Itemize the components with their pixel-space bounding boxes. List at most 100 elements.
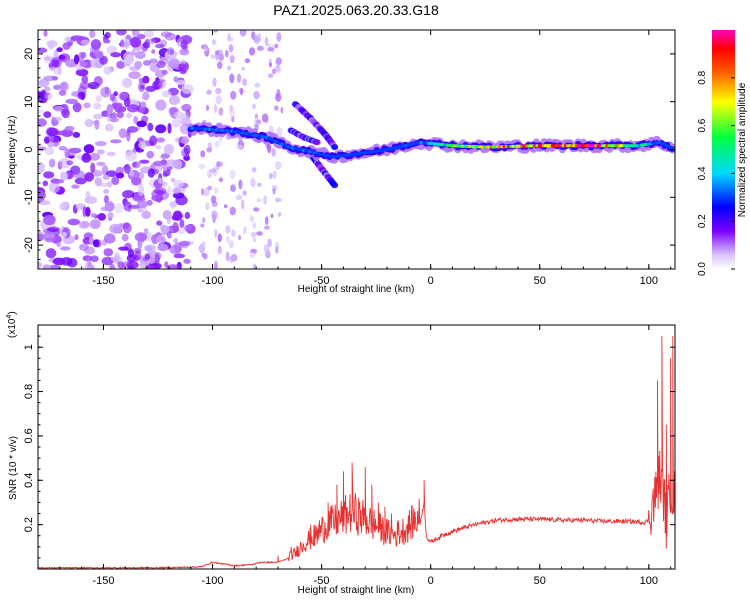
noise-blob [53,84,62,91]
noise-blob [84,172,94,182]
noise-blob [180,39,188,50]
noise-blob [81,154,92,163]
noise-blob [73,54,80,65]
noise-blob [46,40,58,48]
noise-blob [166,264,180,269]
noise-blob [239,30,247,37]
branch-blob [313,139,321,146]
noise-blob [201,240,206,248]
noise-blob [226,236,230,243]
noise-blob [147,122,154,132]
noise-blob [257,182,262,187]
noise-blob [212,77,217,88]
noise-blob [154,144,162,150]
noise-blob [104,201,115,212]
noise-blob [143,228,149,234]
noise-blob [155,99,167,111]
noise-blob [43,30,48,37]
noise-blob [124,163,131,174]
noise-blob [42,264,52,269]
noise-blob [48,158,56,168]
noise-blob [163,144,175,155]
noise-blob [219,135,223,143]
noise-blob [138,185,145,197]
noise-blob [272,170,277,180]
noise-blob [167,166,173,171]
noise-blob [104,32,111,39]
noise-blob [51,178,65,184]
noise-blob [173,238,179,244]
noise-blob [224,204,228,209]
noise-blob [226,65,232,71]
snr-marks [38,336,675,569]
noise-blob [155,124,167,134]
noise-blob [183,224,192,231]
noise-blob [206,89,212,95]
noise-blob [90,162,96,173]
noise-blob [127,265,134,269]
noise-blob [242,190,247,196]
noise-blob [84,118,94,128]
noise-blob [277,212,282,217]
noise-blob [149,58,158,64]
noise-blob [266,143,272,154]
noise-blob [198,163,206,170]
noise-blob [181,136,190,145]
noise-blob [270,213,274,219]
noise-blob [261,113,269,123]
noise-blob [161,90,172,98]
noise-blob [215,94,222,105]
noise-blob [164,32,176,41]
chart-title: PAZ1.2025.063.20.33.G18 [273,2,439,18]
noise-blob [126,112,133,119]
noise-blob [122,190,135,199]
noise-blob [134,50,146,60]
noise-blob [110,52,122,58]
colorbar-tick-label: 0.8 [697,70,708,84]
noise-blob [228,240,234,249]
noise-blob [229,206,236,216]
noise-blob [173,179,184,188]
noise-blob [133,115,139,125]
noise-blob [147,38,156,45]
noise-blob [155,234,167,245]
noise-blob [204,46,208,52]
x-tick-label: 0 [428,575,434,587]
noise-blob [93,76,103,86]
noise-blob [89,153,101,161]
noise-blob [216,161,223,168]
noise-blob [79,61,88,67]
snr-background [38,325,675,569]
noise-blob [276,32,282,42]
noise-blob [56,47,63,53]
noise-blob [236,144,244,150]
noise-blob [151,49,156,54]
noise-blob [81,75,89,84]
noise-blob [106,111,111,122]
noise-blob [64,125,75,132]
noise-blob [115,203,123,214]
noise-blob [175,79,187,85]
noise-blob [43,136,50,144]
noise-blob [53,116,62,122]
noise-blob [181,84,194,94]
noise-blob [172,187,181,194]
noise-blob [128,204,141,209]
noise-blob [242,78,248,86]
noise-blob [173,76,179,83]
noise-blob [104,233,116,244]
noise-blob [58,89,67,96]
noise-blob [229,169,236,180]
noise-blob [154,79,165,84]
noise-blob [184,211,191,220]
noise-blob [162,172,168,177]
noise-blob [156,60,166,69]
noise-blob [214,228,218,239]
noise-blob [202,252,208,260]
noise-blob [138,141,147,149]
noise-blob [83,102,91,109]
noise-blob [166,231,172,239]
noise-blob [95,95,102,103]
